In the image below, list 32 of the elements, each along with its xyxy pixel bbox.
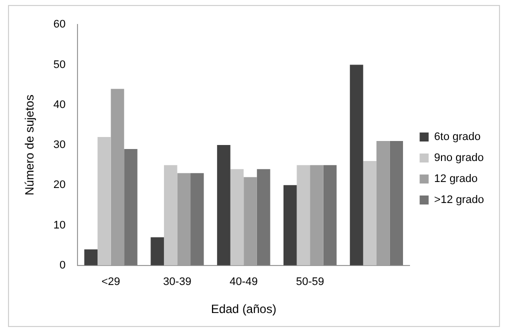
legend-label: >12 grado: [434, 194, 484, 206]
y-tick-label: 50: [53, 58, 66, 71]
y-tick-label: 40: [53, 98, 66, 111]
bar: [350, 64, 364, 266]
bar: [190, 173, 204, 266]
bar: [98, 136, 111, 266]
bar: [150, 237, 164, 266]
bar: [256, 169, 270, 266]
bar: [323, 165, 337, 266]
bar: [363, 161, 376, 266]
legend-label: 9no grado: [434, 152, 484, 164]
x-tick-label: 30-39: [163, 276, 192, 288]
bar: [283, 185, 297, 266]
x-tick-label: <29: [102, 276, 120, 288]
y-axis-title: Número de sujetos: [22, 94, 37, 196]
bar: [296, 165, 310, 266]
bar: [164, 165, 178, 266]
bar: [230, 169, 244, 266]
bar: [390, 140, 404, 266]
y-tick-label: 60: [53, 18, 66, 31]
bar: [124, 149, 138, 266]
y-tick-label: 0: [60, 259, 66, 272]
y-tick-label: 20: [53, 179, 66, 192]
x-axis-title: Edad (años): [210, 302, 276, 316]
y-tick-label: 30: [53, 139, 66, 152]
legend-label: 12 grado: [434, 173, 478, 186]
x-tick-label: 50-59: [296, 276, 324, 288]
x-tick-label: 40-49: [230, 276, 258, 288]
legend-label: 6to grado: [434, 131, 481, 144]
y-tick-label: 10: [53, 219, 66, 232]
bar: [84, 249, 98, 266]
bar: [217, 145, 230, 266]
